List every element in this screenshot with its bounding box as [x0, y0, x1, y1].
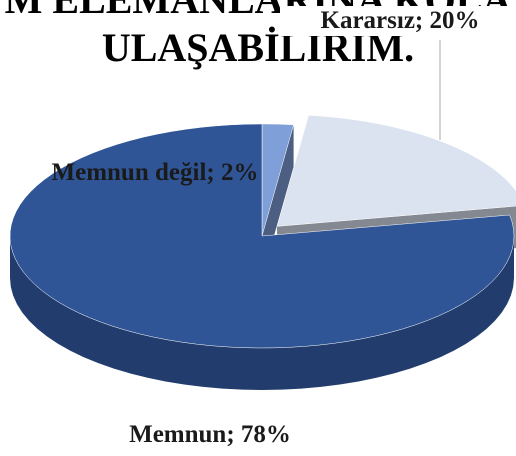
slice-side	[10, 236, 514, 390]
data-label: Memnun; 78%	[129, 421, 291, 448]
data-label: Kararsız; 20%	[280, 6, 516, 36]
slice	[276, 114, 516, 227]
data-label: Memnun değil; 2%	[51, 159, 259, 186]
slice	[9, 123, 515, 349]
slice	[261, 123, 294, 237]
